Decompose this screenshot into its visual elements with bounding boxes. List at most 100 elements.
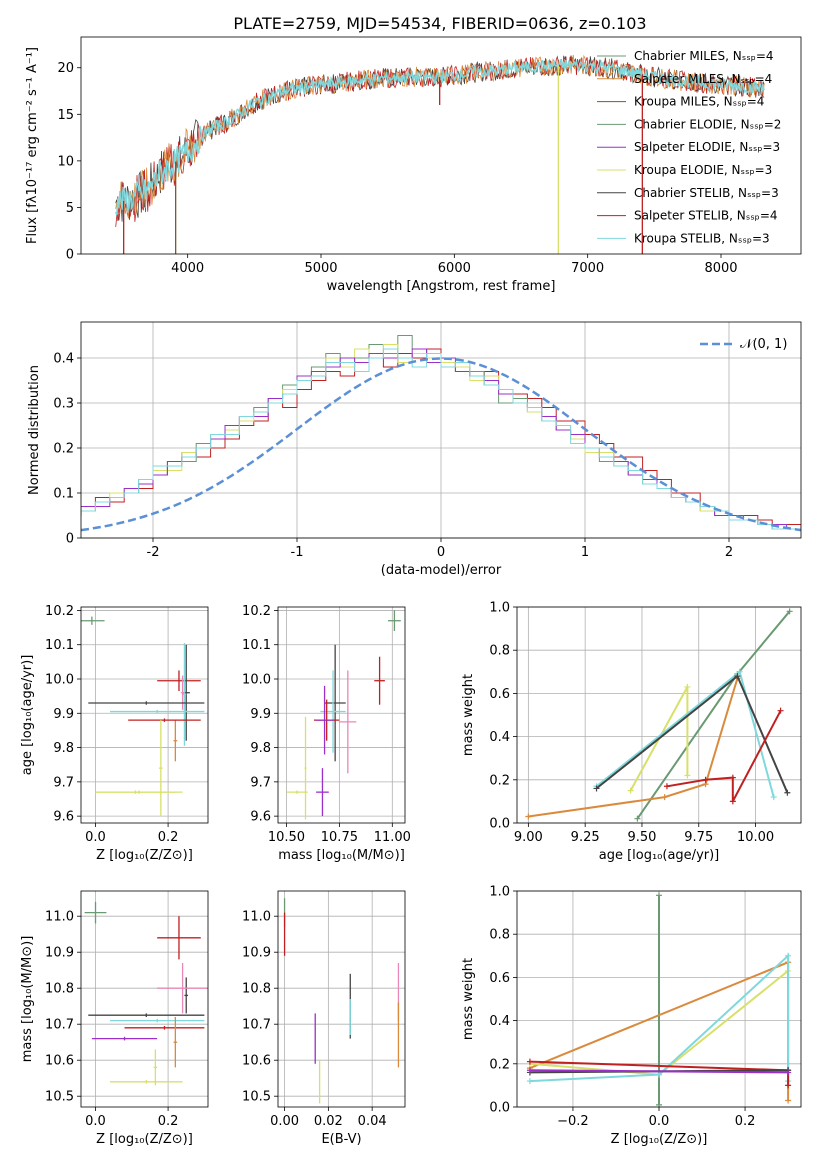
y-tick-label: 10.1 — [242, 638, 271, 653]
x-axis-label: mass [log₁₀(M/M⊙)] — [278, 848, 405, 863]
mass-weight-marker — [786, 608, 793, 615]
mass-weight-marker — [661, 794, 668, 801]
y-tick-label: 9.6 — [53, 810, 74, 825]
x-tick-label: 0.0 — [85, 830, 106, 845]
histogram — [81, 335, 801, 532]
y-tick-label: 0 — [66, 532, 74, 547]
axes-frame — [516, 606, 802, 824]
x-axis-label: Z [log₁₀(Z/Z⊙)] — [611, 1132, 708, 1147]
x-tick-label: 4000 — [171, 261, 204, 276]
x-tick-label: 10.00 — [737, 830, 774, 845]
y-tick-label: 10.8 — [242, 982, 271, 997]
errorbar-points — [283, 898, 400, 1104]
y-tick-label: 15 — [57, 108, 74, 123]
mass-weight-marker — [593, 785, 600, 792]
y-tick-label: 20 — [57, 61, 74, 76]
normal-curve — [81, 357, 801, 532]
x-tick-label: 2 — [725, 545, 733, 560]
mass-weight-series — [636, 610, 791, 820]
x-axis-label: wavelength [Angstrom, rest frame] — [327, 279, 556, 294]
x-tick-label: 0 — [437, 545, 445, 560]
x-tick-label: 9.25 — [571, 830, 600, 845]
y-tick-label: 0.0 — [489, 817, 510, 832]
mass-weight-marker — [729, 798, 736, 805]
legend-label: Chabrier STELIB, Nₛₛₚ=3 — [634, 186, 779, 200]
errorbar-points — [81, 616, 205, 817]
legend-label: Salpeter ELODIE, Nₛₛₚ=3 — [634, 140, 780, 154]
mass-weight-lines — [525, 608, 793, 822]
y-tick-label: 0.8 — [489, 928, 510, 943]
y-axis-label: mass weight — [461, 674, 476, 756]
y-axis-label: mass weight — [461, 958, 476, 1040]
y-tick-label: 10.7 — [242, 1018, 271, 1033]
y-tick-label: 1.0 — [489, 601, 510, 616]
mass-weight-series — [528, 678, 739, 818]
x-axis-label: Z [log₁₀(Z/Z⊙)] — [96, 848, 193, 863]
histogram-step — [81, 348, 801, 530]
y-axis-label: Flux [fλ10⁻¹⁷ erg cm⁻² s⁻¹ A⁻¹] — [25, 47, 40, 244]
x-tick-label: 9.75 — [684, 830, 713, 845]
spectrum-lines — [115, 54, 765, 254]
histogram-step — [81, 348, 801, 530]
mass-weight-marker — [663, 783, 670, 790]
mass-weight-lines — [526, 892, 792, 1107]
legend-label: Kroupa MILES, Nₛₛₚ=4 — [634, 95, 764, 109]
y-axis-label: Normed distribution — [27, 365, 42, 495]
axes-frame — [277, 606, 406, 824]
y-tick-label: 0.4 — [53, 352, 74, 367]
y-tick-label: 0.8 — [489, 644, 510, 659]
mass-weight-marker — [785, 1069, 792, 1076]
y-axis-label: mass [log₁₀(M/M⊙)] — [20, 936, 35, 1063]
x-tick-label: 0.0 — [649, 1114, 670, 1129]
histogram-step — [81, 348, 801, 530]
y-tick-label: 9.8 — [250, 741, 271, 756]
legend-label: Chabrier MILES, Nₛₛₚ=4 — [634, 49, 774, 63]
y-tick-label: 0.4 — [489, 730, 510, 745]
y-tick-label: 10.2 — [45, 604, 74, 619]
axes-frame — [80, 606, 209, 824]
mass-weight-marker — [656, 1071, 662, 1078]
mass-weight-marker — [526, 1078, 533, 1085]
x-tick-label: 0.2 — [158, 830, 179, 845]
y-tick-label: 10.8 — [45, 982, 74, 997]
axes-frame — [80, 890, 209, 1108]
x-tick-label: -2 — [147, 545, 160, 560]
x-tick-label: 5000 — [304, 261, 337, 276]
y-tick-label: 10.5 — [242, 1090, 271, 1105]
x-tick-label: 1 — [581, 545, 589, 560]
y-tick-label: 0.1 — [53, 487, 74, 502]
x-axis-label: (data-model)/error — [381, 563, 502, 578]
x-tick-label: 0.2 — [158, 1114, 179, 1129]
mass-weight-marker — [702, 776, 709, 783]
y-tick-label: 10.6 — [45, 1054, 74, 1069]
y-tick-label: 0.3 — [53, 397, 74, 412]
x-tick-label: 10.50 — [268, 830, 305, 845]
legend-label: Salpeter STELIB, Nₛₛₚ=4 — [634, 209, 778, 223]
y-tick-label: 10.6 — [242, 1054, 271, 1069]
figure-title: PLATE=2759, MJD=54534, FIBERID=0636, z=0… — [233, 14, 646, 33]
y-tick-label: 10.7 — [45, 1018, 74, 1033]
x-tick-label: −0.2 — [557, 1114, 589, 1129]
y-tick-label: 10.1 — [45, 638, 74, 653]
mass-weight-series — [529, 1069, 789, 1074]
y-tick-label: 0.6 — [489, 971, 510, 986]
histogram-step — [81, 335, 801, 530]
y-tick-label: 9.8 — [53, 741, 74, 756]
x-tick-label: 8000 — [704, 261, 737, 276]
legend-label: Kroupa ELODIE, Nₛₛₚ=3 — [634, 163, 772, 177]
y-tick-label: 10.0 — [242, 673, 271, 688]
y-tick-label: 10.9 — [242, 946, 271, 961]
mass-weight-series — [529, 953, 790, 1083]
mass-weight-marker — [634, 815, 641, 822]
x-axis-label: Z [log₁₀(Z/Z⊙)] — [96, 1132, 193, 1147]
x-tick-label: 0.04 — [358, 1114, 387, 1129]
legend-label: 𝒩(0, 1) — [740, 337, 787, 352]
y-tick-label: 0.6 — [489, 687, 510, 702]
axes-frame — [80, 36, 802, 255]
x-tick-label: 9.50 — [627, 830, 656, 845]
y-tick-label: 0.2 — [489, 1057, 510, 1072]
x-tick-label: 0.2 — [735, 1114, 756, 1129]
y-tick-label: 11.0 — [242, 910, 271, 925]
y-tick-label: 9.9 — [53, 707, 74, 722]
